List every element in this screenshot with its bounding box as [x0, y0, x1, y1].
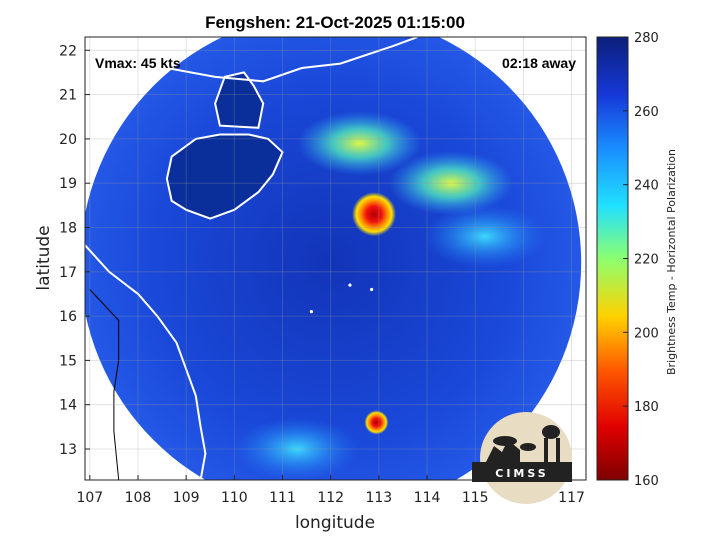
colorbar — [596, 36, 629, 481]
colorbar-tick-label-260: 260 — [634, 105, 659, 120]
x-tick-label-111: 111 — [269, 490, 296, 506]
y-tick-label-19: 19 — [59, 176, 77, 192]
convective-core-0 — [352, 192, 397, 237]
hainan-island — [165, 133, 284, 220]
colorbar-tick-label-280: 280 — [634, 31, 659, 46]
chart-title: Fengshen: 21-Oct-2025 01:15:00 — [205, 13, 465, 32]
rainband-3 — [297, 111, 422, 176]
colorbar-tick-label-220: 220 — [634, 253, 659, 268]
x-tick-label-117: 117 — [558, 490, 585, 506]
x-tick-label-113: 113 — [365, 490, 392, 506]
x-tick-label-115: 115 — [462, 490, 489, 506]
grid-lines — [85, 37, 586, 480]
colorbar-tick-label-160: 160 — [634, 474, 659, 489]
logo-text: CIMSS — [495, 467, 548, 480]
x-tick-label-109: 109 — [173, 490, 200, 506]
colorbar-tick-label-240: 240 — [634, 179, 659, 194]
rainband-2 — [389, 151, 514, 216]
x-tick-label-108: 108 — [125, 490, 152, 506]
china-coastline — [88, 37, 418, 83]
cimss-logo: CIMSS — [472, 412, 572, 504]
paracel-island-0 — [309, 310, 314, 314]
vietnam-coastline — [85, 244, 207, 480]
x-tick-label-110: 110 — [221, 490, 248, 506]
vmax-annotation: Vmax: 45 kts — [95, 55, 181, 71]
colorbar-tick-label-180: 180 — [634, 400, 659, 415]
x-tick-label-112: 112 — [317, 490, 344, 506]
paracel-island-2 — [370, 287, 374, 292]
x-tick-label-114: 114 — [414, 490, 441, 506]
convective-core-1 — [364, 410, 389, 435]
time-away-annotation: 02:18 away — [502, 55, 576, 71]
y-tick-label-18: 18 — [59, 220, 77, 236]
rainband-5 — [234, 416, 359, 480]
colorbar-label: Brightness Temp - Horizontal Polarizatio… — [665, 149, 678, 375]
y-tick-label-17: 17 — [59, 265, 77, 281]
y-tick-labels: 13 14 15 16 17 18 19 20 21 22 — [59, 43, 77, 458]
coastline-layer — [85, 37, 418, 480]
y-axis-label: latitude — [34, 225, 54, 290]
x-axis-label: longitude — [295, 513, 375, 533]
land-border — [89, 289, 120, 480]
y-tick-label-22: 22 — [59, 43, 77, 59]
colorbar-tick-label-200: 200 — [634, 326, 659, 341]
y-tick-label-13: 13 — [59, 442, 77, 458]
plot-frame — [84, 36, 587, 481]
swath-features — [234, 111, 547, 480]
y-tick-label-15: 15 — [59, 353, 77, 369]
y-tick-label-20: 20 — [59, 132, 77, 148]
colorbar-ticks: 160 180 200 220 240 260 280 — [623, 31, 659, 489]
y-tick-label-16: 16 — [59, 309, 77, 325]
rainband-4 — [422, 204, 547, 269]
x-tick-label-107: 107 — [76, 490, 103, 506]
y-tick-label-21: 21 — [59, 88, 77, 104]
paracel-island-1 — [348, 283, 352, 287]
y-tick-label-14: 14 — [59, 398, 77, 414]
